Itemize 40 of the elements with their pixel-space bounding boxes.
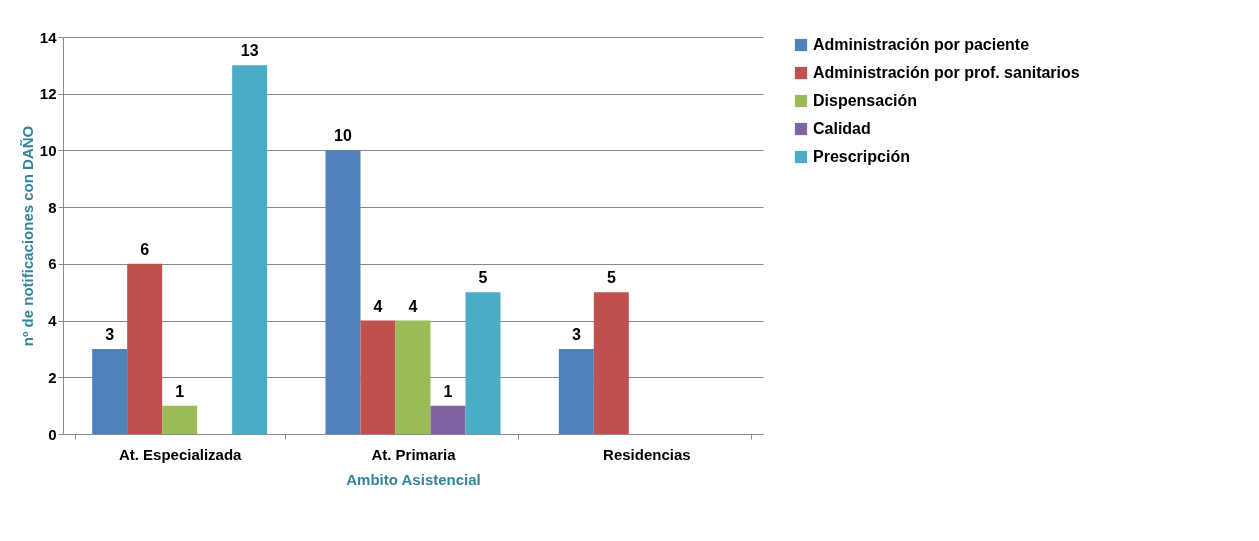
x-tick-label: At. Primaria — [371, 445, 457, 463]
bar — [360, 320, 396, 434]
bar — [325, 150, 361, 434]
legend-label: Dispensación — [813, 92, 918, 109]
y-axis-title: nº de notificaciones con DAÑO — [18, 125, 36, 347]
data-label: 5 — [606, 269, 616, 287]
x-tick-label: Residencias — [603, 445, 691, 463]
bar — [92, 348, 128, 434]
y-tick-label: 2 — [48, 368, 57, 386]
legend-label: Administración por prof. sanitarios — [813, 64, 1080, 81]
y-tick-label: 8 — [48, 198, 57, 216]
data-label: 1 — [175, 382, 185, 400]
data-label: 13 — [240, 42, 259, 60]
data-label: 5 — [478, 269, 488, 287]
y-tick-label: 14 — [39, 28, 58, 46]
data-label: 6 — [140, 240, 150, 258]
data-label: 4 — [373, 297, 383, 315]
x-tick-label: At. Especializada — [118, 445, 243, 463]
legend-label: Prescripción — [813, 148, 910, 165]
bar — [593, 292, 629, 434]
y-tick-label: 4 — [48, 312, 58, 330]
bar — [395, 320, 431, 434]
y-tick-label: 12 — [39, 85, 57, 103]
data-label: 3 — [571, 325, 581, 343]
data-label: 4 — [408, 297, 418, 315]
data-label: 10 — [334, 127, 352, 145]
bar — [162, 405, 198, 434]
data-label: 3 — [105, 325, 115, 343]
bar — [127, 263, 163, 434]
y-tick-label: 0 — [48, 425, 57, 443]
y-tick-label: 10 — [39, 141, 57, 159]
bar — [232, 65, 268, 434]
legend-label: Calidad — [813, 120, 871, 137]
bar — [558, 348, 594, 434]
y-tick-label: 6 — [48, 255, 57, 273]
x-axis-title: Ambito Asistencial — [346, 470, 481, 488]
data-label: 1 — [443, 382, 453, 400]
bar — [465, 292, 501, 434]
legend-label: Administración por paciente — [813, 36, 1030, 53]
bar — [430, 405, 466, 434]
